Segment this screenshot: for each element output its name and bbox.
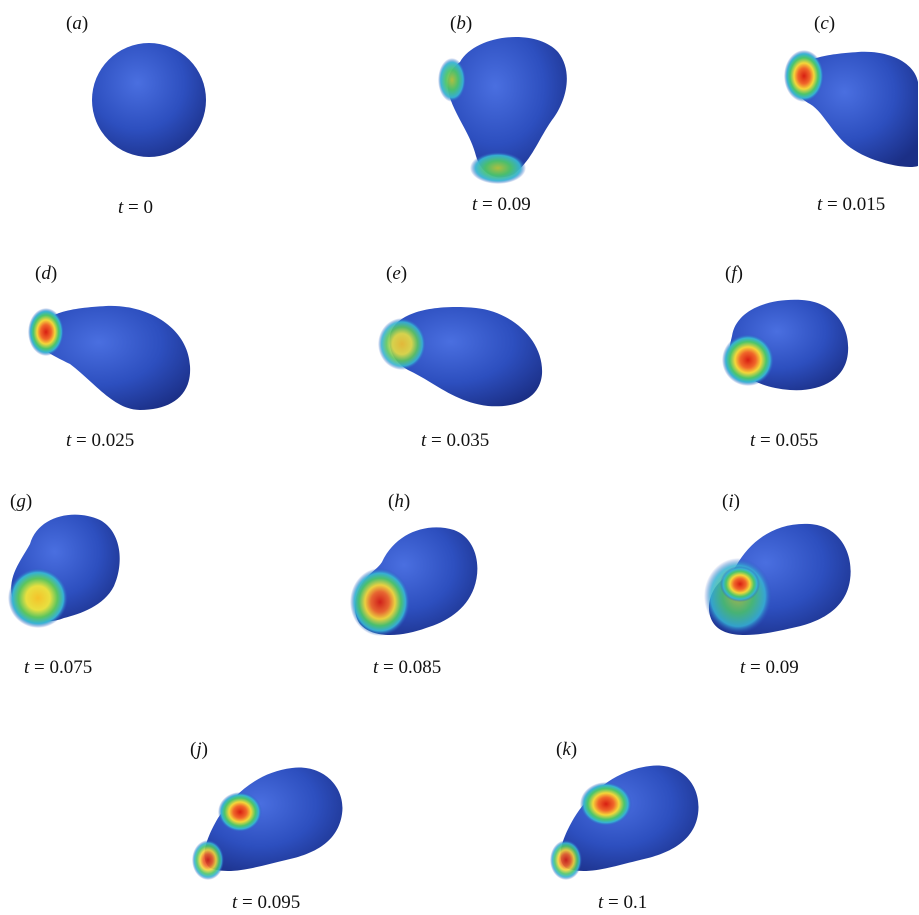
particle-shape-c (784, 50, 918, 168)
particle-shape-k (550, 765, 699, 880)
time-label-a: t = 0 (118, 197, 153, 218)
panel-label-b: (b) (450, 13, 473, 34)
particle-shape-d (28, 305, 191, 410)
panel-label-a: (a) (66, 13, 89, 34)
time-label-i: t = 0.09 (740, 657, 799, 678)
time-label-d: t = 0.025 (66, 430, 135, 451)
time-label-h: t = 0.085 (373, 657, 442, 678)
particle-shape-f (722, 299, 849, 391)
time-label-k: t = 0.1 (598, 892, 648, 913)
panel-label-d: (d) (35, 263, 58, 284)
time-label-f: t = 0.055 (750, 430, 819, 451)
particle-shape-h (350, 527, 478, 636)
panel-label-g: (g) (10, 491, 33, 512)
particle-shape-g (8, 514, 120, 628)
time-label-j: t = 0.095 (232, 892, 301, 913)
panel-label-j: (j) (190, 739, 208, 760)
time-label-b: t = 0.09 (472, 194, 531, 215)
panel-label-c: (c) (814, 13, 836, 34)
particle-shape-i (704, 523, 851, 636)
time-label-c: t = 0.015 (817, 194, 886, 215)
particle-shape-b (438, 37, 567, 184)
time-label-g: t = 0.075 (24, 657, 93, 678)
panel-label-i: (i) (722, 491, 740, 512)
particle-shape-e (378, 307, 543, 407)
panel-label-e: (e) (386, 263, 408, 284)
panel-label-k: (k) (556, 739, 578, 760)
panel-label-f: (f) (725, 263, 743, 284)
particle-shape-a (92, 43, 206, 157)
panel-label-h: (h) (388, 491, 411, 512)
particle-shape-j (192, 767, 343, 880)
time-label-e: t = 0.035 (421, 430, 490, 451)
